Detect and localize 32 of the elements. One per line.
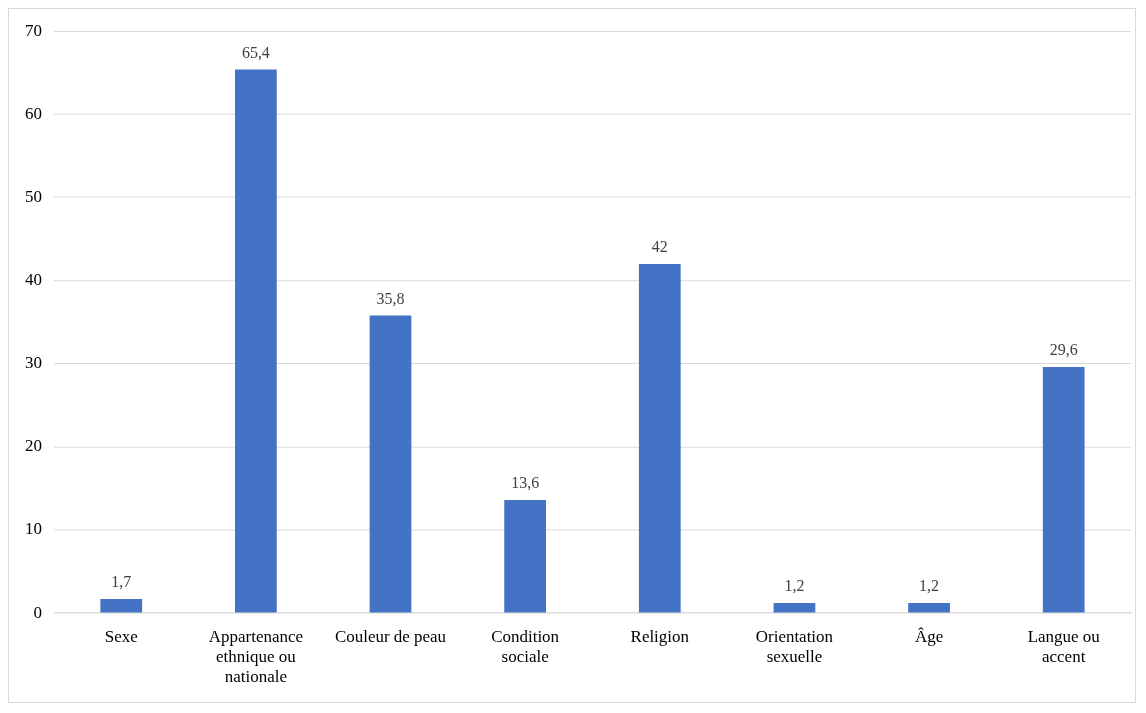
x-tick-label: Religion bbox=[630, 626, 690, 646]
bar bbox=[235, 69, 277, 613]
data-label: 35,8 bbox=[376, 289, 405, 307]
bar bbox=[369, 315, 412, 613]
x-tick-label: Couleur de peau bbox=[334, 626, 447, 646]
data-label: 1,2 bbox=[784, 577, 805, 595]
y-tick-label: 30 bbox=[24, 353, 42, 373]
data-label: 13,6 bbox=[511, 474, 540, 492]
bar bbox=[1042, 366, 1085, 613]
y-tick-label: 40 bbox=[24, 269, 42, 289]
y-tick-label: 10 bbox=[24, 519, 42, 539]
y-tick-label: 50 bbox=[24, 186, 42, 206]
bar bbox=[100, 598, 143, 613]
y-tick-label: 60 bbox=[24, 103, 42, 123]
y-tick-label: 0 bbox=[33, 602, 42, 622]
x-tick-label: Âge bbox=[914, 626, 944, 646]
bar bbox=[638, 263, 681, 613]
x-tick-label: Langue ou accent bbox=[1027, 626, 1101, 666]
x-tick-label: Orientation sexuelle bbox=[755, 626, 834, 666]
bar bbox=[504, 500, 547, 613]
data-label: 65,4 bbox=[241, 43, 270, 61]
bar bbox=[773, 603, 816, 613]
x-tick-label: Sexe bbox=[104, 626, 138, 646]
x-tick-label: Condition sociale bbox=[491, 626, 560, 666]
y-tick-label: 70 bbox=[24, 20, 42, 40]
y-tick-label: 20 bbox=[24, 436, 42, 456]
x-tick-label: Appartenance ethnique ou nationale bbox=[208, 626, 303, 687]
data-label: 29,6 bbox=[1049, 341, 1078, 359]
data-label: 42 bbox=[651, 238, 668, 256]
data-label: 1,7 bbox=[111, 573, 132, 591]
bar bbox=[908, 603, 950, 613]
data-label: 1,2 bbox=[919, 577, 940, 595]
